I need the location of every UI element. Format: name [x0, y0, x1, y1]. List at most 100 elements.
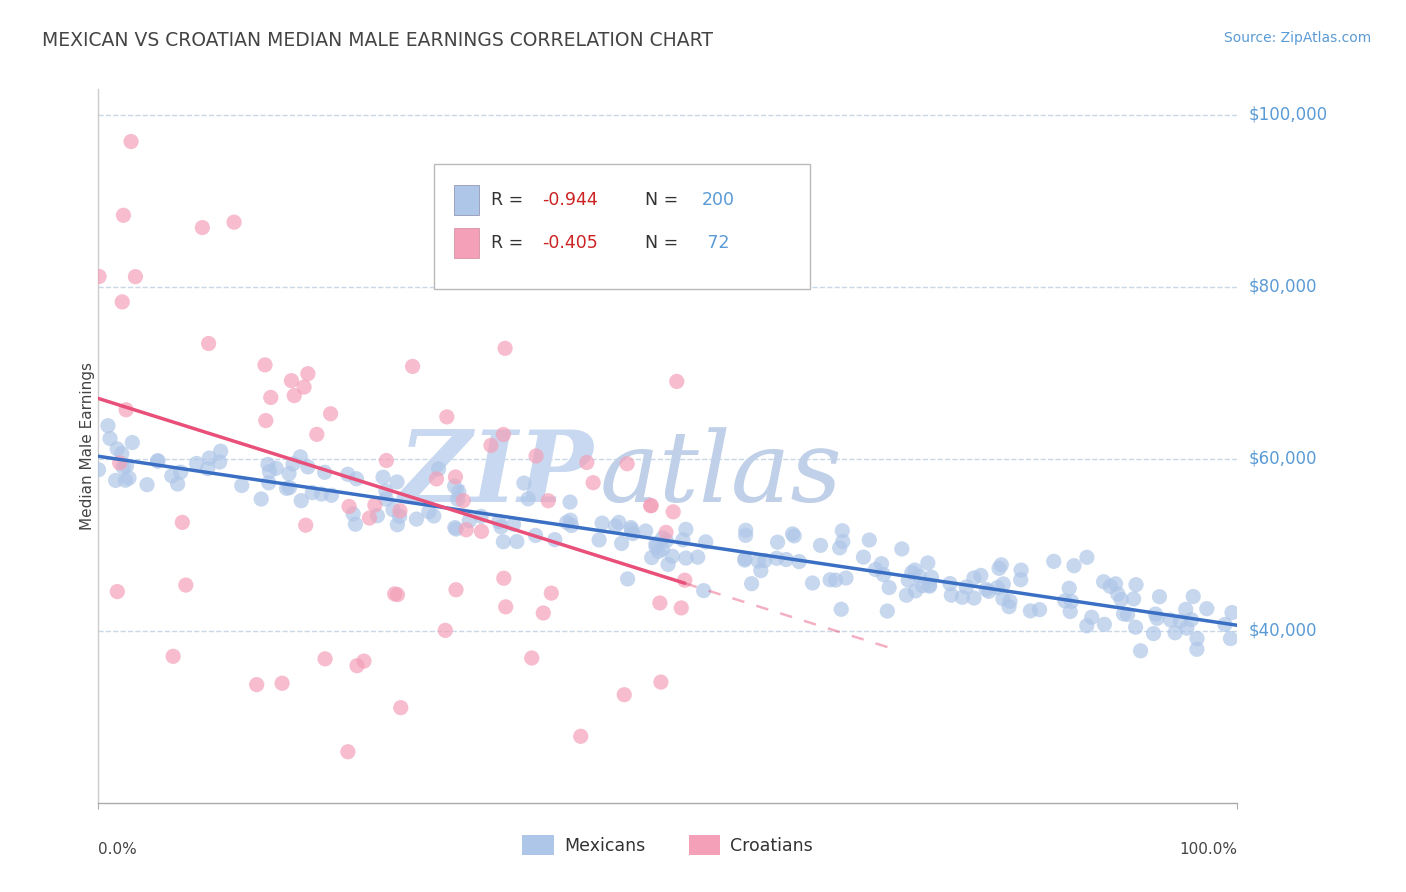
Point [87, 463, 110, 477]
Text: -0.944: -0.944 [543, 191, 599, 209]
Point [607, 516, 630, 530]
Point [1010, 563, 1032, 577]
Point [941, 588, 963, 602]
Point [661, 549, 683, 564]
Point [734, 524, 756, 538]
Point [1076, 619, 1098, 633]
Point [292, 380, 315, 394]
Text: $60,000: $60,000 [1249, 450, 1317, 468]
Point [336, 467, 359, 482]
Point [990, 558, 1012, 572]
Point [136, 477, 159, 491]
Point [209, 444, 232, 458]
Point [458, 514, 481, 528]
Point [385, 475, 408, 489]
Point [645, 537, 668, 551]
Text: N =: N = [645, 191, 683, 209]
Point [297, 367, 319, 381]
Point [582, 475, 605, 490]
Point [457, 219, 479, 233]
Point [544, 533, 567, 547]
Point [305, 427, 328, 442]
Point [375, 453, 398, 467]
Point [1104, 576, 1126, 591]
Point [278, 481, 301, 495]
Point [918, 579, 941, 593]
Point [423, 508, 446, 523]
Point [950, 591, 973, 605]
Point [1149, 590, 1171, 604]
Point [359, 511, 381, 525]
Point [765, 551, 787, 566]
Point [787, 555, 810, 569]
Point [311, 487, 333, 501]
Point [371, 470, 394, 484]
Point [991, 591, 1014, 606]
Point [208, 455, 231, 469]
Point [1116, 607, 1139, 622]
Point [870, 557, 893, 571]
Point [495, 599, 517, 614]
Point [890, 541, 912, 556]
Point [280, 374, 302, 388]
Point [191, 220, 214, 235]
Point [447, 492, 470, 507]
Point [162, 649, 184, 664]
Point [418, 505, 440, 519]
Point [489, 520, 512, 534]
Point [917, 556, 939, 570]
Point [451, 493, 474, 508]
Point [444, 582, 467, 597]
Point [818, 573, 841, 587]
Point [645, 540, 668, 554]
Point [146, 454, 169, 468]
Point [112, 460, 135, 475]
Point [443, 520, 465, 534]
Point [1125, 577, 1147, 591]
Point [831, 534, 853, 549]
Point [675, 522, 697, 536]
Point [456, 523, 478, 537]
Point [1028, 602, 1050, 616]
Point [920, 570, 942, 584]
Point [872, 567, 894, 582]
Point [297, 459, 319, 474]
Point [364, 498, 387, 512]
Point [988, 561, 1011, 575]
Point [865, 562, 887, 576]
FancyBboxPatch shape [454, 227, 479, 258]
Point [374, 483, 396, 498]
Point [250, 491, 273, 506]
Point [695, 534, 717, 549]
Point [1059, 605, 1081, 619]
Point [1076, 550, 1098, 565]
Point [105, 584, 128, 599]
Point [766, 535, 789, 549]
Point [963, 591, 986, 605]
Point [1122, 591, 1144, 606]
Point [569, 729, 592, 743]
Point [993, 577, 1015, 591]
Text: $100,000: $100,000 [1249, 106, 1327, 124]
Point [605, 519, 627, 533]
Point [620, 523, 643, 537]
Point [520, 651, 543, 665]
Point [852, 550, 875, 565]
Point [294, 518, 316, 533]
Point [253, 358, 276, 372]
Point [575, 455, 598, 469]
Text: R =: R = [491, 234, 529, 252]
Point [634, 524, 657, 538]
Point [672, 533, 695, 547]
Point [436, 409, 458, 424]
Point [918, 578, 941, 592]
Point [278, 467, 301, 481]
Point [1175, 621, 1198, 635]
Point [222, 215, 245, 229]
Point [434, 624, 457, 638]
Point [650, 675, 672, 690]
Point [1080, 610, 1102, 624]
Point [346, 472, 368, 486]
Point [1185, 642, 1208, 657]
Point [425, 472, 447, 486]
